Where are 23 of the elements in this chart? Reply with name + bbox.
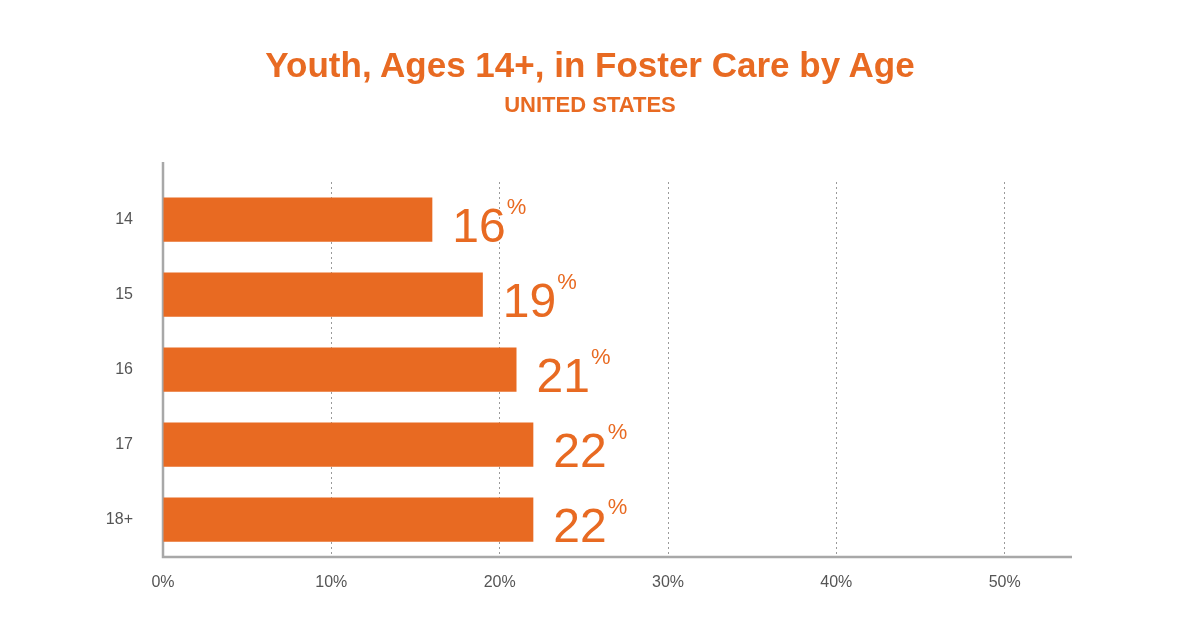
bar bbox=[163, 347, 517, 392]
x-tick-label: 50% bbox=[988, 573, 1021, 591]
bar bbox=[163, 197, 433, 242]
y-tick-label: 17 bbox=[115, 434, 134, 452]
data-label: 21% bbox=[536, 343, 611, 402]
bar bbox=[163, 272, 483, 317]
bar bbox=[163, 497, 534, 542]
data-label: 22% bbox=[553, 418, 628, 477]
x-tick-label: 20% bbox=[483, 573, 516, 591]
x-tick-label: 30% bbox=[651, 573, 685, 591]
x-tick-label: 40% bbox=[820, 573, 853, 591]
bar bbox=[163, 422, 534, 467]
x-tick-label: 10% bbox=[315, 573, 348, 591]
y-tick-label: 18+ bbox=[105, 509, 133, 527]
y-tick-label: 16 bbox=[115, 359, 134, 377]
x-tick-label: 0% bbox=[151, 573, 175, 591]
data-label: 16% bbox=[452, 193, 527, 252]
data-label: 19% bbox=[502, 268, 577, 327]
chart-title: Youth, Ages 14+, in Foster Care by Age bbox=[265, 45, 915, 84]
chart-subtitle: UNITED STATES bbox=[504, 92, 676, 117]
y-tick-label: 14 bbox=[115, 209, 134, 227]
data-label: 22% bbox=[553, 493, 628, 552]
y-tick-label: 15 bbox=[115, 284, 134, 302]
